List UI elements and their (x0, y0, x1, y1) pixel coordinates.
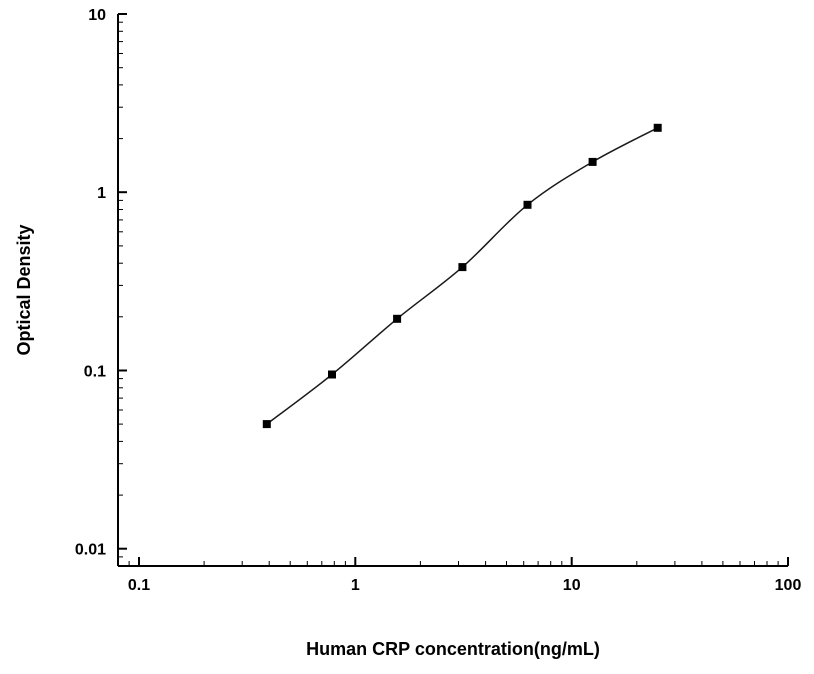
y-tick-label: 0.01 (75, 542, 106, 559)
data-point-marker (523, 200, 532, 209)
x-tick-label: 0.1 (128, 577, 150, 594)
x-tick-label: 10 (563, 577, 581, 594)
x-axis-title: Human CRP concentration(ng/mL) (306, 639, 600, 659)
data-point-marker (653, 123, 662, 132)
y-tick-label: 0.1 (84, 364, 106, 381)
x-tick-label: 100 (775, 577, 802, 594)
y-tick-label: 10 (88, 7, 106, 24)
data-point-marker (262, 420, 271, 429)
data-point-marker (328, 370, 336, 379)
y-tick-label: 1 (97, 185, 106, 202)
x-tick-label: 1 (351, 577, 360, 594)
data-point-marker (588, 157, 597, 166)
data-point-marker (393, 314, 402, 323)
y-axis-title: Optical Density (14, 224, 34, 355)
plot-layer: 0.1 1 10 100 0.01 0.1 1 10 (75, 7, 802, 594)
data-point-marker (458, 263, 467, 272)
fit-curve (266, 127, 659, 425)
